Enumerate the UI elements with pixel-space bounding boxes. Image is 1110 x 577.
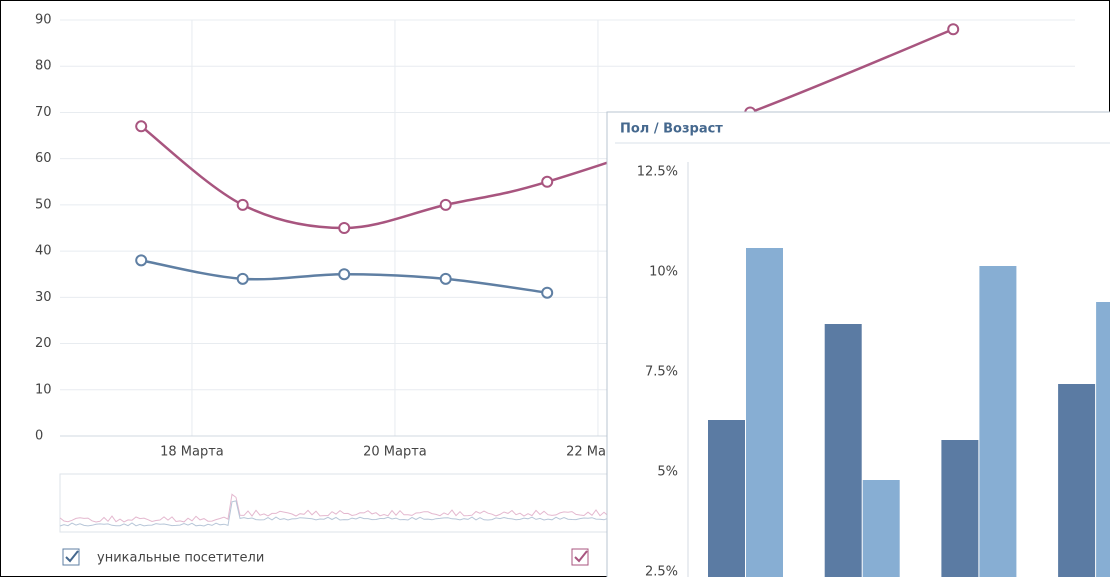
point bbox=[947, 23, 960, 36]
bar bbox=[708, 420, 745, 577]
y-tick-label: 20 bbox=[35, 336, 52, 351]
bar bbox=[862, 480, 900, 577]
y-tick-label: 70 bbox=[35, 105, 52, 120]
check-icon bbox=[574, 550, 588, 563]
bar bbox=[824, 324, 862, 577]
point bbox=[439, 272, 452, 285]
x-tick-label: 20 Марта bbox=[363, 445, 427, 460]
point bbox=[541, 175, 554, 188]
legend: уникальные посетители bbox=[62, 548, 589, 566]
bar bbox=[941, 440, 979, 577]
bar bbox=[1096, 302, 1110, 577]
point bbox=[439, 198, 452, 211]
y-tick-label: 10 bbox=[35, 382, 52, 397]
point bbox=[541, 286, 554, 299]
point bbox=[338, 222, 351, 234]
y-tick-label: 50 bbox=[35, 197, 52, 212]
point bbox=[338, 268, 351, 281]
y-tick-label: 5% bbox=[657, 465, 678, 480]
point bbox=[236, 198, 249, 211]
checkbox[interactable] bbox=[571, 548, 589, 566]
bar bbox=[1058, 384, 1096, 577]
point bbox=[236, 272, 249, 285]
y-tick-label: 80 bbox=[35, 59, 52, 74]
y-tick-label: 10% bbox=[649, 265, 678, 280]
y-tick-label: 0 bbox=[35, 429, 43, 444]
checkbox[interactable] bbox=[62, 548, 80, 566]
y-tick-label: 2.5% bbox=[645, 565, 678, 577]
y-tick-label: 40 bbox=[35, 244, 52, 259]
check-icon bbox=[65, 550, 79, 563]
age-panel: Пол / Возраст 2.5% 5% 7.5% 10% 12.5% bbox=[606, 111, 1110, 577]
bar bbox=[979, 266, 1017, 577]
point bbox=[135, 120, 148, 133]
y-tick-label: 30 bbox=[35, 290, 52, 305]
y-tick-label: 7.5% bbox=[645, 365, 678, 380]
legend-label: уникальные посетители bbox=[97, 551, 264, 566]
y-tick-label: 90 bbox=[35, 13, 52, 28]
y-tick-label: 12.5% bbox=[637, 165, 678, 180]
x-tick-label: 18 Марта bbox=[160, 445, 224, 460]
point bbox=[135, 254, 148, 267]
y-tick-label: 60 bbox=[35, 151, 52, 166]
panel-title: Пол / Возраст bbox=[620, 122, 723, 137]
bar bbox=[746, 248, 783, 577]
